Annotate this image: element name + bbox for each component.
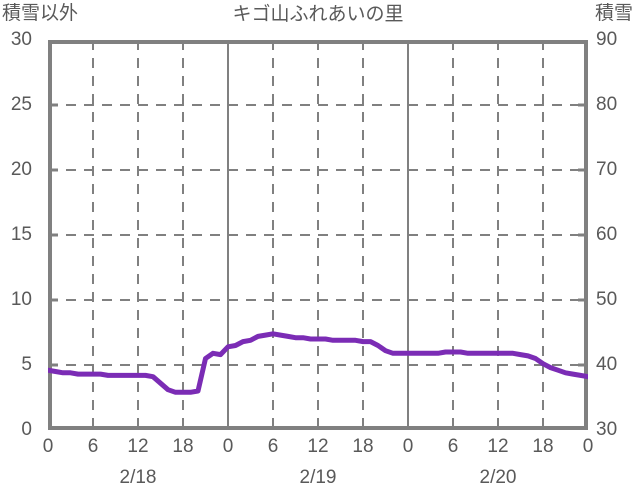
left-axis-tick-label: 10	[10, 289, 32, 310]
x-axis-day-label: 2/20	[479, 467, 517, 488]
right-axis-tick-label: 90	[596, 29, 618, 50]
left-axis-tick-label: 30	[10, 29, 32, 50]
right-axis-tick-label: 70	[596, 159, 618, 180]
x-axis-hour-label: 18	[532, 436, 554, 457]
right-axis-tick-label: 50	[596, 289, 618, 310]
right-axis-tick-label: 30	[596, 419, 618, 440]
x-axis-hour-label: 18	[352, 436, 374, 457]
left-axis-tick-label: 0	[21, 419, 32, 440]
x-axis-hour-label: 12	[127, 436, 149, 457]
x-axis-hour-label: 0	[402, 436, 414, 457]
x-axis-hour-label: 12	[487, 436, 509, 457]
left-axis-tick-label: 15	[10, 224, 32, 245]
plot-area	[48, 40, 588, 430]
x-axis-hour-label: 0	[42, 436, 54, 457]
x-axis-day-label: 2/18	[119, 467, 157, 488]
x-axis-hour-label: 6	[267, 436, 279, 457]
right-axis-tick-label: 40	[596, 354, 618, 375]
x-axis-day-label: 2/19	[299, 467, 337, 488]
x-axis-hour-label: 6	[87, 436, 99, 457]
x-axis-hour-label: 0	[222, 436, 234, 457]
right-axis-title: 積雪	[594, 3, 633, 24]
left-axis-title: 積雪以外	[2, 3, 79, 24]
x-axis-hour-label: 6	[447, 436, 459, 457]
x-axis-hour-label: 12	[307, 436, 329, 457]
right-axis-tick-label: 60	[596, 224, 618, 245]
series-line-group	[48, 331, 588, 395]
series-line	[48, 331, 588, 395]
x-axis-hour-label: 18	[172, 436, 194, 457]
right-axis-tick-label: 80	[596, 94, 618, 115]
chart-title: キゴ山ふれあいの里	[232, 4, 404, 25]
left-axis-tick-label: 25	[10, 94, 32, 115]
gridlines	[48, 40, 588, 430]
left-axis-tick-label: 5	[21, 354, 32, 375]
left-axis-tick-label: 20	[10, 159, 32, 180]
x-axis-hour-label: 0	[582, 436, 594, 457]
